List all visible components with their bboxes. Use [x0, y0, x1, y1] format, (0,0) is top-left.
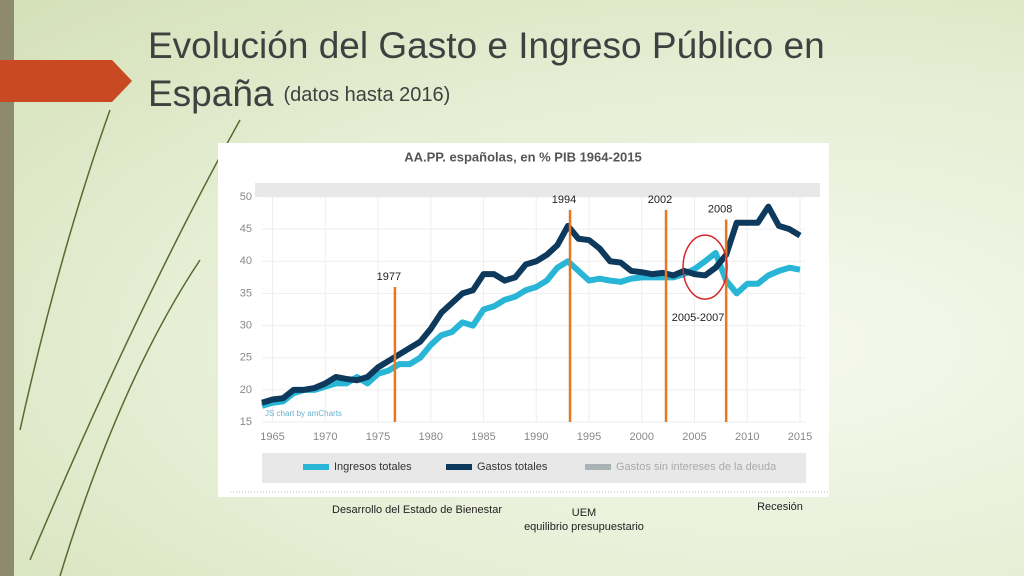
event-label: 2008: [708, 203, 732, 215]
slide-subtitle: (datos hasta 2016): [284, 84, 451, 106]
highlight-circle: [682, 234, 728, 300]
y-tick-label: 25: [240, 352, 252, 364]
x-tick-label: 2000: [630, 431, 654, 443]
x-tick-label: 2010: [735, 431, 759, 443]
decoration: [19, 109, 241, 576]
y-tick-label: 45: [240, 223, 252, 235]
caption: Recesión: [757, 501, 803, 513]
x-tick-label: 1995: [577, 431, 601, 443]
side-bar: [0, 0, 14, 576]
y-tick-label: 40: [240, 255, 252, 267]
highlight-label: 2005-2007: [672, 312, 725, 324]
event-label: 2002: [648, 194, 672, 206]
slide-title: España (datos hasta 2016): [148, 73, 450, 114]
credit: JS chart by amCharts: [265, 409, 342, 418]
chart-title: AA.PP. españolas, en % PIB 1964-2015: [404, 149, 642, 164]
y-tick-label: 20: [240, 384, 252, 396]
y-tick-label: 35: [240, 287, 252, 299]
caption: UEM: [572, 507, 596, 519]
event-label: 1994: [552, 194, 576, 206]
legend-bg: [262, 453, 806, 483]
title-arrow: [0, 60, 132, 102]
x-tick-label: 1975: [366, 431, 390, 443]
slide-title: Evolución del Gasto e Ingreso Público en: [148, 25, 825, 66]
y-tick-label: 15: [240, 416, 252, 428]
y-tick-label: 30: [240, 319, 252, 331]
x-tick-label: 1990: [524, 431, 548, 443]
x-tick-label: 2015: [788, 431, 812, 443]
x-tick-label: 1980: [419, 431, 443, 443]
legend-swatch: [446, 464, 472, 470]
legend-swatch: [303, 464, 329, 470]
event-label: 1977: [377, 271, 401, 283]
caption: equilibrio presupuestario: [524, 521, 644, 533]
x-tick-label: 1970: [313, 431, 337, 443]
y-tick-label: 50: [240, 191, 252, 203]
legend-label: Ingresos totales: [334, 461, 412, 473]
x-tick-label: 1985: [471, 431, 495, 443]
x-tick-label: 2005: [682, 431, 706, 443]
legend-label: Gastos sin intereses de la deuda: [616, 461, 777, 473]
series-line: [261, 203, 802, 406]
scrollbar[interactable]: [255, 183, 820, 197]
legend-swatch: [585, 464, 611, 470]
slide-title-line: España: [148, 73, 274, 114]
legend-label: Gastos totales: [477, 461, 548, 473]
caption: Desarrollo del Estado de Bienestar: [332, 504, 502, 516]
x-tick-label: 1965: [260, 431, 284, 443]
